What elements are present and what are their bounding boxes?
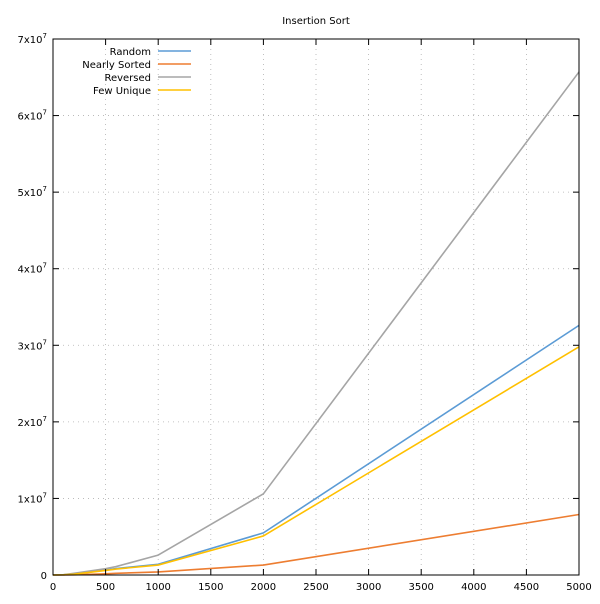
- x-tick-label: 4500: [514, 582, 539, 593]
- legend-label-few-unique: Few Unique: [93, 86, 151, 97]
- x-tick-label: 2500: [303, 582, 328, 593]
- legend-label-reversed: Reversed: [104, 73, 151, 84]
- x-tick-label: 500: [96, 582, 115, 593]
- legend: Random Nearly Sorted Reversed Few Unique: [82, 47, 191, 97]
- x-tick-label: 3500: [408, 582, 433, 593]
- ticks: 0 500 1000 1500 2000 2500 3000 3500 4000 4500 5000…: [18, 32, 592, 593]
- y-tick-label: 6x107: [18, 109, 47, 123]
- y-tick-label: 0: [41, 571, 47, 582]
- legend-label-nearly-sorted: Nearly Sorted: [82, 60, 151, 71]
- y-tick-label: 1x107: [18, 491, 47, 505]
- x-tick-label: 2000: [251, 582, 276, 593]
- legend-label-random: Random: [110, 47, 151, 58]
- x-tick-label: 5000: [566, 582, 591, 593]
- x-tick-label: 1000: [145, 582, 170, 593]
- y-tick-label: 7x107: [18, 32, 47, 46]
- y-tick-label: 5x107: [18, 185, 47, 199]
- y-tick-label: 4x107: [18, 262, 47, 276]
- chart-title: Insertion Sort: [282, 16, 350, 27]
- x-tick-label: 4000: [461, 582, 486, 593]
- y-tick-label: 2x107: [18, 415, 47, 429]
- x-tick-label: 1500: [198, 582, 223, 593]
- y-tick-label: 3x107: [18, 338, 47, 352]
- x-tick-label: 3000: [356, 582, 381, 593]
- x-tick-label: 0: [50, 582, 56, 593]
